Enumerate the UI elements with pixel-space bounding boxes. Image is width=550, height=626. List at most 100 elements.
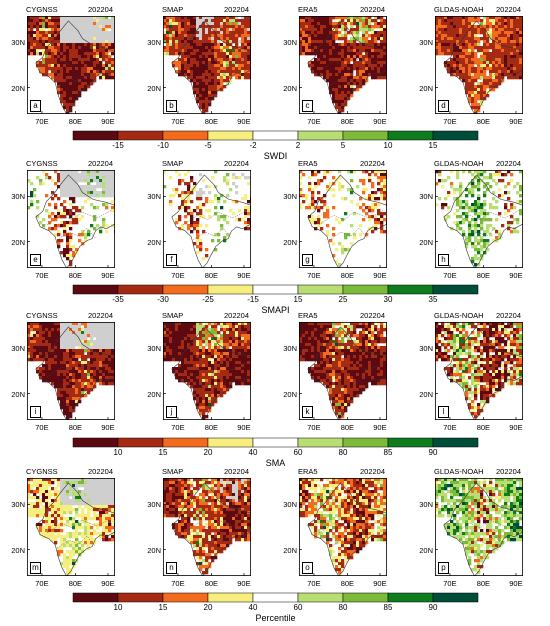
grid-cell <box>480 55 484 59</box>
grid-cell <box>108 182 112 186</box>
grid-cell <box>181 61 185 65</box>
grid-cell <box>57 73 61 77</box>
grid-cell <box>311 52 315 56</box>
grid-cell <box>196 325 200 329</box>
grid-cell <box>314 170 318 174</box>
grid-cell <box>314 40 318 44</box>
grid-cell <box>235 67 239 71</box>
grid-cell <box>344 91 348 95</box>
grid-cell <box>102 334 106 338</box>
grid-cell <box>48 58 52 62</box>
grid-cell <box>368 218 372 222</box>
grid-cell <box>477 43 481 47</box>
grid-cell <box>456 37 460 41</box>
grid-cell <box>111 194 115 198</box>
grid-cell <box>96 19 100 23</box>
grid-cell <box>226 31 230 35</box>
grid-cell <box>93 379 97 383</box>
grid-cell <box>368 173 372 177</box>
grid-cell <box>187 19 191 23</box>
grid-cell <box>205 91 209 95</box>
grid-cell <box>39 328 43 332</box>
grid-cell <box>217 200 221 204</box>
grid-cell <box>60 61 64 65</box>
grid-cell <box>202 64 206 68</box>
grid-cell <box>486 46 490 50</box>
grid-cell <box>214 248 218 252</box>
grid-cell <box>178 173 182 177</box>
grid-cell <box>489 224 493 228</box>
grid-cell <box>69 179 73 183</box>
grid-cell <box>495 182 499 186</box>
grid-cell <box>504 55 508 59</box>
grid-cell <box>353 82 357 86</box>
grid-cell <box>96 361 100 365</box>
grid-cell <box>72 103 76 107</box>
grid-cell <box>202 52 206 56</box>
grid-cell <box>486 248 490 252</box>
grid-cell <box>513 28 517 32</box>
grid-cell <box>63 409 67 413</box>
grid-cell <box>111 61 115 65</box>
grid-cell <box>190 343 194 347</box>
grid-cell <box>444 31 448 35</box>
grid-cell <box>326 37 330 41</box>
grid-cell <box>199 242 203 246</box>
grid-cell <box>75 349 79 353</box>
grid-cell <box>172 61 176 65</box>
grid-cell <box>36 61 40 65</box>
grid-cell <box>81 355 85 359</box>
grid-cell <box>60 52 64 56</box>
grid-cell <box>166 322 170 326</box>
map-panel-g <box>299 170 387 268</box>
grid-cell <box>456 227 460 231</box>
grid-cell <box>187 76 191 80</box>
grid-cell <box>486 242 490 246</box>
grid-cell <box>181 191 185 195</box>
grid-cell <box>513 67 517 71</box>
grid-cell <box>217 76 221 80</box>
grid-cell <box>235 58 239 62</box>
grid-cell <box>66 82 70 86</box>
map-panel-j <box>163 322 251 420</box>
grid-cell <box>184 322 188 326</box>
grid-cell <box>317 61 321 65</box>
grid-cell <box>338 91 342 95</box>
grid-cell <box>359 76 363 80</box>
grid-cell <box>69 22 73 26</box>
grid-cell <box>33 188 37 192</box>
grid-cell <box>510 215 514 219</box>
grid-cell <box>102 325 106 329</box>
grid-cell <box>356 31 360 35</box>
grid-cell <box>311 218 315 222</box>
grid-cell <box>51 58 55 62</box>
grid-cell <box>205 103 209 107</box>
grid-cell <box>214 37 218 41</box>
grid-cell <box>350 85 354 89</box>
grid-cell <box>72 361 76 365</box>
grid-cell <box>335 94 339 98</box>
grid-cell <box>84 370 88 374</box>
grid-cell <box>208 82 212 86</box>
grid-cell <box>96 337 100 341</box>
grid-cell <box>471 19 475 23</box>
grid-cell <box>205 224 209 228</box>
grid-cell <box>205 88 209 92</box>
grid-cell <box>199 328 203 332</box>
grid-cell <box>181 46 185 50</box>
map-panel-c <box>299 16 387 114</box>
grid-cell <box>214 31 218 35</box>
grid-cell <box>359 52 363 56</box>
grid-cell <box>27 19 31 23</box>
grid-cell <box>474 52 478 56</box>
grid-cell <box>341 58 345 62</box>
grid-cell <box>356 46 360 50</box>
grid-cell <box>380 25 384 29</box>
grid-cell <box>175 25 179 29</box>
grid-cell <box>66 25 70 29</box>
grid-cell <box>75 179 79 183</box>
grid-cell <box>72 185 76 189</box>
grid-cell <box>501 179 505 183</box>
grid-cell <box>220 325 224 329</box>
grid-cell <box>447 22 451 26</box>
